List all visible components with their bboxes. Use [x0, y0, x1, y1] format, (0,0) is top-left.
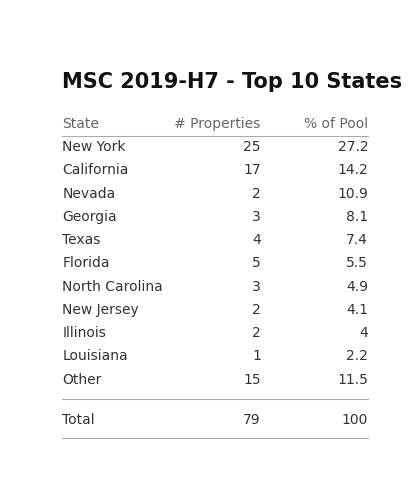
Text: New Jersey: New Jersey: [62, 303, 139, 317]
Text: Georgia: Georgia: [62, 210, 117, 224]
Text: 2.2: 2.2: [346, 350, 368, 363]
Text: 2: 2: [252, 326, 261, 340]
Text: 14.2: 14.2: [338, 164, 368, 177]
Text: Louisiana: Louisiana: [62, 350, 128, 363]
Text: 5: 5: [252, 257, 261, 270]
Text: Texas: Texas: [62, 233, 101, 247]
Text: 7.4: 7.4: [346, 233, 368, 247]
Text: 15: 15: [243, 373, 261, 387]
Text: 1: 1: [252, 350, 261, 363]
Text: 100: 100: [342, 413, 368, 427]
Text: 4: 4: [252, 233, 261, 247]
Text: 4.1: 4.1: [346, 303, 368, 317]
Text: Other: Other: [62, 373, 102, 387]
Text: Total: Total: [62, 413, 95, 427]
Text: New York: New York: [62, 140, 126, 154]
Text: Florida: Florida: [62, 257, 110, 270]
Text: State: State: [62, 116, 99, 131]
Text: 3: 3: [252, 280, 261, 294]
Text: Illinois: Illinois: [62, 326, 106, 340]
Text: MSC 2019-H7 - Top 10 States: MSC 2019-H7 - Top 10 States: [62, 72, 402, 92]
Text: 2: 2: [252, 187, 261, 201]
Text: Nevada: Nevada: [62, 187, 116, 201]
Text: # Properties: # Properties: [174, 116, 261, 131]
Text: 11.5: 11.5: [337, 373, 368, 387]
Text: 79: 79: [243, 413, 261, 427]
Text: 4.9: 4.9: [346, 280, 368, 294]
Text: North Carolina: North Carolina: [62, 280, 163, 294]
Text: 2: 2: [252, 303, 261, 317]
Text: % of Pool: % of Pool: [304, 116, 368, 131]
Text: 10.9: 10.9: [337, 187, 368, 201]
Text: 17: 17: [243, 164, 261, 177]
Text: 25: 25: [243, 140, 261, 154]
Text: 4: 4: [360, 326, 368, 340]
Text: California: California: [62, 164, 129, 177]
Text: 5.5: 5.5: [346, 257, 368, 270]
Text: 27.2: 27.2: [338, 140, 368, 154]
Text: 3: 3: [252, 210, 261, 224]
Text: 8.1: 8.1: [346, 210, 368, 224]
